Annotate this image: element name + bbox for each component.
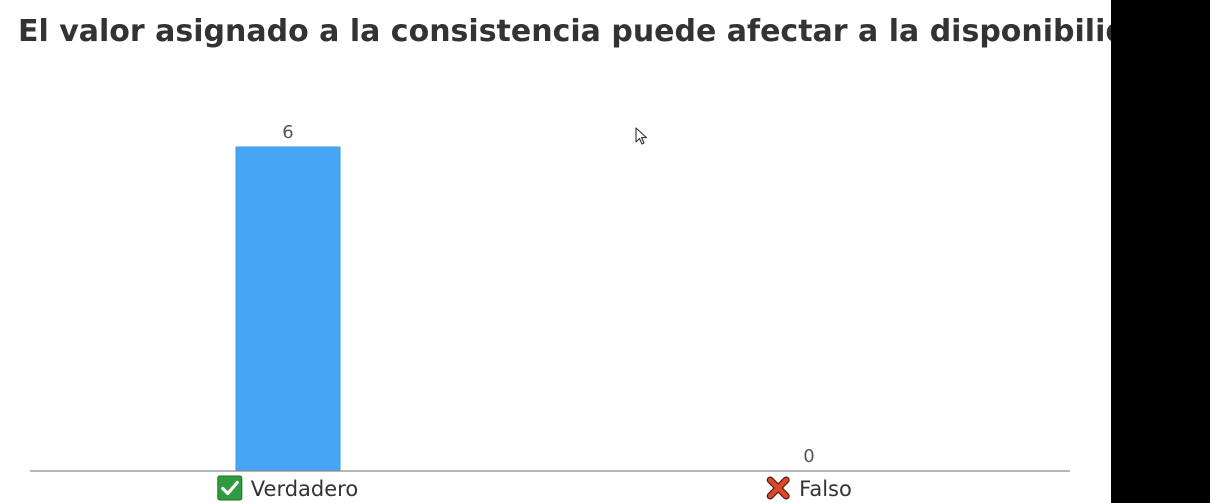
- value-labels-layer: 60: [282, 122, 814, 467]
- results-bar-chart: 60 Verdadero Falso: [0, 0, 1111, 503]
- category-label-falso: Falso: [770, 477, 852, 501]
- bar-value-verdadero: 6: [282, 122, 293, 143]
- bars-layer: [236, 147, 340, 471]
- bar-value-falso: 0: [803, 446, 814, 467]
- category-label-verdadero: Verdadero: [218, 476, 358, 501]
- bar-verdadero: [236, 147, 340, 471]
- category-text-falso: Falso: [799, 477, 852, 501]
- window-edge-dark-panel: [1111, 0, 1210, 503]
- cross-mark-icon: [770, 480, 786, 496]
- category-labels-layer: Verdadero Falso: [218, 476, 852, 501]
- check-mark-icon: [218, 476, 242, 500]
- category-text-verdadero: Verdadero: [251, 477, 358, 501]
- mouse-pointer-icon: [635, 127, 649, 147]
